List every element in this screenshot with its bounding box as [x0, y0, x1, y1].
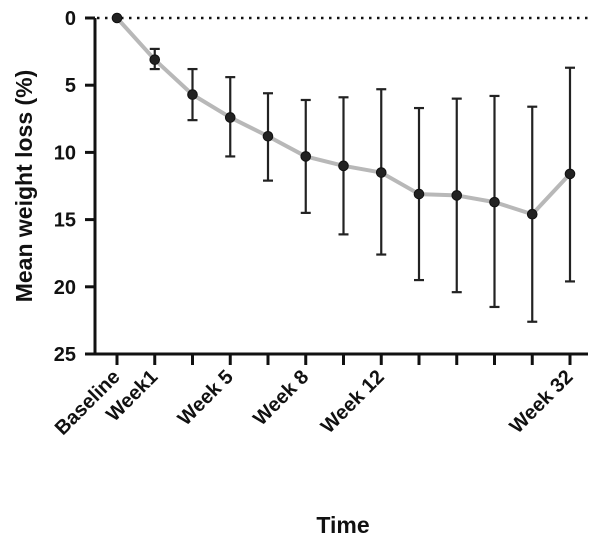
data-point [526, 208, 538, 220]
y-tick-label: 25 [54, 344, 76, 366]
data-point [111, 12, 123, 24]
y-tick-label: 15 [54, 210, 76, 232]
y-axis-title: Mean weight loss (%) [11, 70, 37, 303]
x-tick-label: Week 8 [249, 366, 313, 430]
data-point [564, 168, 576, 180]
data-point [375, 167, 387, 178]
data-point [224, 112, 236, 123]
data-point [413, 188, 425, 200]
y-tick-label: 0 [65, 8, 76, 30]
data-point [187, 89, 198, 100]
x-tick-label: Week 32 [506, 366, 578, 438]
data-point [149, 54, 161, 65]
data-point [300, 151, 312, 162]
x-tick-label: Week 5 [174, 366, 238, 430]
y-tick-label: 10 [54, 142, 76, 164]
x-axis-title: Time [316, 512, 369, 538]
data-point [262, 130, 274, 142]
data-point [338, 160, 349, 172]
y-tick-label: 5 [65, 75, 76, 97]
y-axis-ticks: 0 5 10 15 20 25 [54, 8, 95, 366]
x-tick-label: Week 12 [317, 366, 389, 438]
data-point [489, 196, 500, 208]
axes [93, 16, 588, 356]
data-point [451, 190, 463, 201]
y-tick-label: 20 [54, 277, 76, 299]
series-group [111, 12, 576, 323]
